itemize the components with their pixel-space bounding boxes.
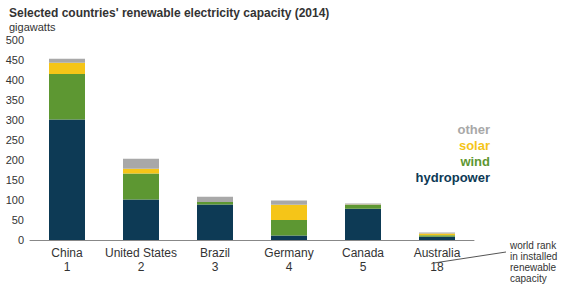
svg-text:1: 1 xyxy=(64,260,71,274)
svg-text:Brazil: Brazil xyxy=(200,246,230,260)
svg-text:3: 3 xyxy=(212,260,219,274)
svg-text:solar: solar xyxy=(459,138,490,153)
svg-text:Germany: Germany xyxy=(264,246,313,260)
svg-text:5: 5 xyxy=(360,260,367,274)
svg-text:18: 18 xyxy=(430,260,444,274)
svg-text:4: 4 xyxy=(286,260,293,274)
svg-text:300: 300 xyxy=(6,114,24,126)
svg-text:50: 50 xyxy=(12,214,24,226)
svg-text:200: 200 xyxy=(6,154,24,166)
svg-text:other: other xyxy=(458,122,491,137)
svg-text:Canada: Canada xyxy=(342,246,384,260)
svg-text:world rank: world rank xyxy=(509,240,557,251)
svg-text:China: China xyxy=(51,246,83,260)
svg-text:2: 2 xyxy=(138,260,145,274)
svg-text:350: 350 xyxy=(6,94,24,106)
svg-text:400: 400 xyxy=(6,74,24,86)
svg-text:gigawatts: gigawatts xyxy=(9,21,56,33)
svg-text:450: 450 xyxy=(6,54,24,66)
svg-text:in installed: in installed xyxy=(510,251,557,262)
svg-text:hydropower: hydropower xyxy=(416,170,490,185)
svg-text:capacity: capacity xyxy=(510,273,547,284)
svg-text:Australia: Australia xyxy=(414,246,461,260)
svg-text:Selected countries' renewable: Selected countries' renewable electricit… xyxy=(9,6,329,20)
svg-text:0: 0 xyxy=(18,234,24,246)
svg-text:100: 100 xyxy=(6,194,24,206)
svg-text:150: 150 xyxy=(6,174,24,186)
svg-text:500: 500 xyxy=(6,34,24,46)
svg-text:United States: United States xyxy=(105,246,177,260)
svg-text:250: 250 xyxy=(6,134,24,146)
svg-text:wind: wind xyxy=(459,154,490,169)
svg-text:renewable: renewable xyxy=(510,262,557,273)
